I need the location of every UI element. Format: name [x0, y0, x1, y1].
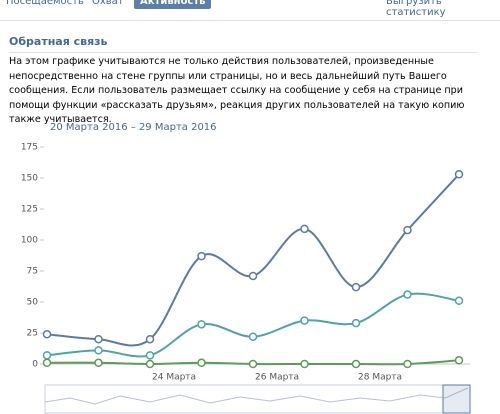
x-tick-label: 26 Марта	[255, 373, 299, 383]
point	[300, 359, 309, 369]
series-line	[46, 173, 460, 347]
description: На этом графике учитываются не только де…	[9, 56, 465, 125]
y-tick-label: 0	[32, 360, 38, 370]
point	[197, 358, 206, 368]
point	[454, 296, 464, 306]
series-line	[46, 292, 460, 358]
tabs: Посещаемость Охват Активность Выгрузить …	[0, 0, 500, 18]
point	[248, 359, 258, 369]
y-tick-label: 25	[27, 329, 38, 339]
point	[403, 359, 412, 369]
point	[94, 334, 103, 344]
section-title: Обратная связь	[9, 35, 108, 48]
separator	[0, 20, 500, 21]
point	[351, 359, 361, 369]
point	[94, 346, 103, 355]
date-range[interactable]: 20 Марта 2016 – 29 Марта 2016	[50, 122, 217, 133]
y-tick-label: 175	[21, 143, 38, 153]
tab-active[interactable]: Активность	[134, 0, 212, 9]
y-tick-label: 50	[27, 298, 39, 308]
chart: 0 25 50 75 100 125 150 175 24 Марта 26 Марта 28 Ма…	[21, 143, 471, 414]
point	[454, 170, 464, 179]
point	[42, 351, 52, 360]
point	[300, 224, 309, 234]
navigator-line	[44, 387, 469, 405]
point	[197, 320, 206, 329]
y-tick-label: 75	[27, 267, 38, 277]
point	[145, 334, 155, 344]
point	[248, 332, 258, 341]
point	[403, 290, 412, 299]
point	[145, 351, 155, 360]
point	[248, 271, 258, 281]
point	[300, 316, 309, 325]
point	[351, 282, 361, 292]
export-link[interactable]: Выгрузить статистику	[386, 0, 446, 18]
y-tick-label: 125	[21, 205, 38, 215]
point	[42, 358, 52, 368]
point	[454, 356, 464, 365]
tab[interactable]: Охват	[92, 0, 124, 7]
point	[403, 225, 412, 235]
point	[94, 358, 103, 368]
tab[interactable]: Посещаемость	[6, 0, 84, 7]
y-tick-label: 100	[21, 236, 38, 246]
point	[351, 318, 361, 328]
x-tick-label: 24 Марта	[152, 373, 196, 383]
point	[145, 359, 155, 369]
x-tick-label: 28 Марта	[358, 373, 402, 383]
y-tick-label: 150	[21, 174, 38, 184]
point	[197, 251, 206, 261]
point	[42, 329, 52, 339]
separator	[9, 52, 477, 53]
navigator-window	[442, 384, 471, 414]
